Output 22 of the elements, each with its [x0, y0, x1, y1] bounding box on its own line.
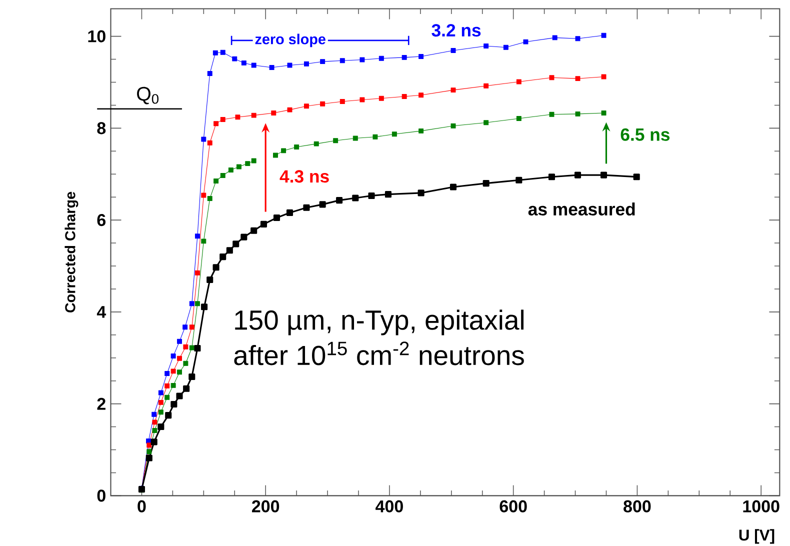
- annotation: 150 µm, n-Typ, epitaxial: [235, 310, 524, 336]
- x-tick-label: 1000: [743, 500, 780, 512]
- text: 4.3 ns: [280, 170, 329, 183]
- annotation: after 10$^{15}$ cm$^{-2}$ neutrons: [234, 342, 524, 366]
- x-tick-label: 800: [624, 500, 651, 512]
- x-tick-label: 400: [376, 500, 403, 512]
- y-tick-label: 8: [97, 122, 106, 134]
- y-tick-label: 4: [96, 306, 106, 318]
- y-tick-label: 2: [97, 398, 106, 410]
- legend-label: 6.5 ns: [620, 128, 670, 141]
- x-tick-label: 0: [138, 500, 146, 512]
- y-tick-label: 0: [97, 490, 106, 502]
- y-tick-label: 6: [97, 214, 106, 226]
- y-axis-title: Corrected Charge: [64, 192, 78, 313]
- x-tick-label: 200: [252, 500, 280, 512]
- annotation: zero slope: [255, 34, 326, 48]
- ref-line-label: Q$_{0}$: [137, 86, 158, 104]
- x-axis-title: U [V]: [739, 529, 774, 544]
- x-tick-label: 600: [500, 500, 527, 512]
- y-tick-label: 10: [88, 30, 106, 42]
- series-label: as measured: [528, 202, 635, 216]
- legend-label: 3.2 ns: [432, 24, 481, 37]
